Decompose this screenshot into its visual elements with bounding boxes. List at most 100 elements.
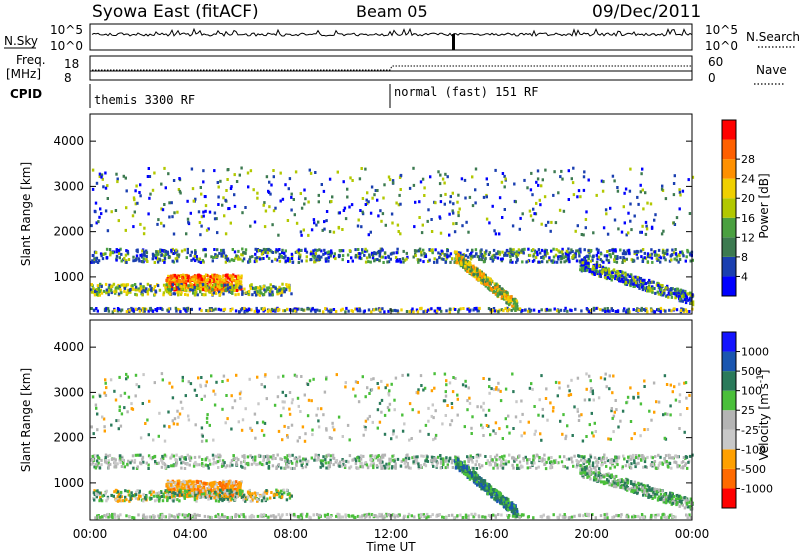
echo-cell bbox=[171, 481, 174, 485]
echo-cell bbox=[374, 252, 377, 255]
echo-cell bbox=[477, 277, 481, 281]
echo-cell bbox=[338, 211, 341, 215]
echo-cell bbox=[214, 253, 217, 257]
echo-cell bbox=[175, 279, 179, 283]
echo-cell bbox=[432, 464, 435, 468]
echo-cell bbox=[138, 309, 142, 313]
echo-cell bbox=[179, 292, 183, 296]
echo-cell bbox=[283, 459, 287, 463]
echo-cell bbox=[259, 288, 262, 292]
echo-cell bbox=[436, 258, 439, 262]
echo-cell bbox=[679, 288, 683, 292]
echo-cell bbox=[656, 466, 660, 470]
echo-cell bbox=[323, 227, 326, 231]
echo-cell bbox=[552, 193, 555, 197]
echo-cell bbox=[339, 460, 342, 464]
echo-cell bbox=[474, 201, 477, 205]
echo-cell bbox=[424, 464, 428, 468]
echo-cell bbox=[107, 293, 110, 297]
echo-cell bbox=[286, 459, 289, 463]
echo-cell bbox=[493, 229, 496, 233]
echo-cell bbox=[512, 456, 516, 460]
echo-cell bbox=[172, 454, 176, 458]
echo-cell bbox=[605, 254, 609, 258]
echo-cell bbox=[466, 248, 469, 252]
echo-cell bbox=[95, 288, 99, 291]
echo-cell bbox=[117, 252, 121, 255]
echo-cell bbox=[136, 453, 140, 457]
echo-cell bbox=[240, 283, 243, 287]
echo-cell bbox=[160, 253, 163, 257]
echo-cell bbox=[650, 463, 653, 466]
echo-cell bbox=[509, 247, 512, 251]
echo-cell bbox=[193, 255, 196, 258]
echo-cell bbox=[627, 455, 630, 459]
echo-cell bbox=[194, 250, 197, 254]
echo-cell bbox=[470, 251, 473, 255]
echo-cell bbox=[299, 192, 302, 195]
echo-cell bbox=[144, 290, 148, 294]
echo-cell bbox=[543, 252, 547, 256]
echo-cell bbox=[332, 230, 336, 234]
echo-cell bbox=[204, 493, 208, 497]
echo-cell bbox=[200, 288, 204, 292]
echo-cell bbox=[219, 179, 222, 183]
echo-cell bbox=[210, 307, 213, 310]
echo-cell bbox=[106, 307, 110, 311]
echo-cell bbox=[418, 216, 421, 219]
echo-cell bbox=[629, 457, 633, 461]
echo-cell bbox=[627, 458, 630, 462]
echo-cell bbox=[602, 270, 605, 274]
echo-cell bbox=[442, 457, 445, 461]
echo-cell bbox=[193, 487, 196, 491]
echo-cell bbox=[650, 308, 653, 312]
echo-cell bbox=[101, 177, 104, 181]
echo-cell bbox=[670, 456, 673, 460]
echo-cell bbox=[177, 479, 181, 483]
echo-cell bbox=[528, 307, 531, 311]
echo-cell bbox=[592, 308, 596, 312]
echo-cell bbox=[657, 463, 661, 467]
echo-cell bbox=[371, 196, 374, 200]
echo-cell bbox=[130, 459, 133, 463]
echo-cell bbox=[391, 454, 394, 458]
echo-cell bbox=[499, 257, 503, 261]
echo-cell bbox=[248, 258, 251, 262]
echo-cell bbox=[234, 285, 237, 289]
echo-cell bbox=[179, 191, 182, 195]
echo-cell bbox=[178, 177, 181, 180]
echo-cell bbox=[478, 269, 481, 273]
echo-cell bbox=[563, 309, 566, 313]
echo-cell bbox=[457, 214, 460, 218]
echo-cell bbox=[235, 254, 238, 258]
echo-cell bbox=[249, 286, 252, 290]
echo-cell bbox=[515, 252, 518, 256]
echo-cell bbox=[351, 179, 354, 182]
echo-cell bbox=[247, 290, 251, 293]
echo-cell bbox=[134, 307, 138, 311]
echo-cell bbox=[582, 461, 585, 465]
echo-cell bbox=[265, 461, 268, 465]
echo-cell bbox=[289, 466, 293, 470]
echo-cell bbox=[290, 292, 293, 296]
echo-cell bbox=[423, 252, 426, 255]
echo-cell bbox=[643, 287, 646, 291]
echo-cell bbox=[143, 250, 146, 254]
echo-cell bbox=[126, 462, 129, 466]
echo-cell bbox=[655, 253, 658, 257]
echo-cell bbox=[530, 249, 534, 253]
echo-cell bbox=[278, 285, 281, 289]
echo-cell bbox=[284, 466, 287, 470]
echo-cell bbox=[271, 290, 274, 294]
echo-cell bbox=[457, 210, 460, 214]
echo-cell bbox=[131, 286, 134, 290]
echo-cell bbox=[267, 286, 271, 290]
colorbar-segment bbox=[722, 120, 736, 140]
echo-cell bbox=[577, 249, 580, 253]
echo-cell bbox=[297, 261, 300, 264]
echo-cell bbox=[614, 274, 617, 278]
echo-cell bbox=[405, 454, 408, 458]
echo-cell bbox=[634, 281, 638, 285]
echo-cell bbox=[176, 259, 179, 263]
echo-cell bbox=[300, 463, 303, 467]
